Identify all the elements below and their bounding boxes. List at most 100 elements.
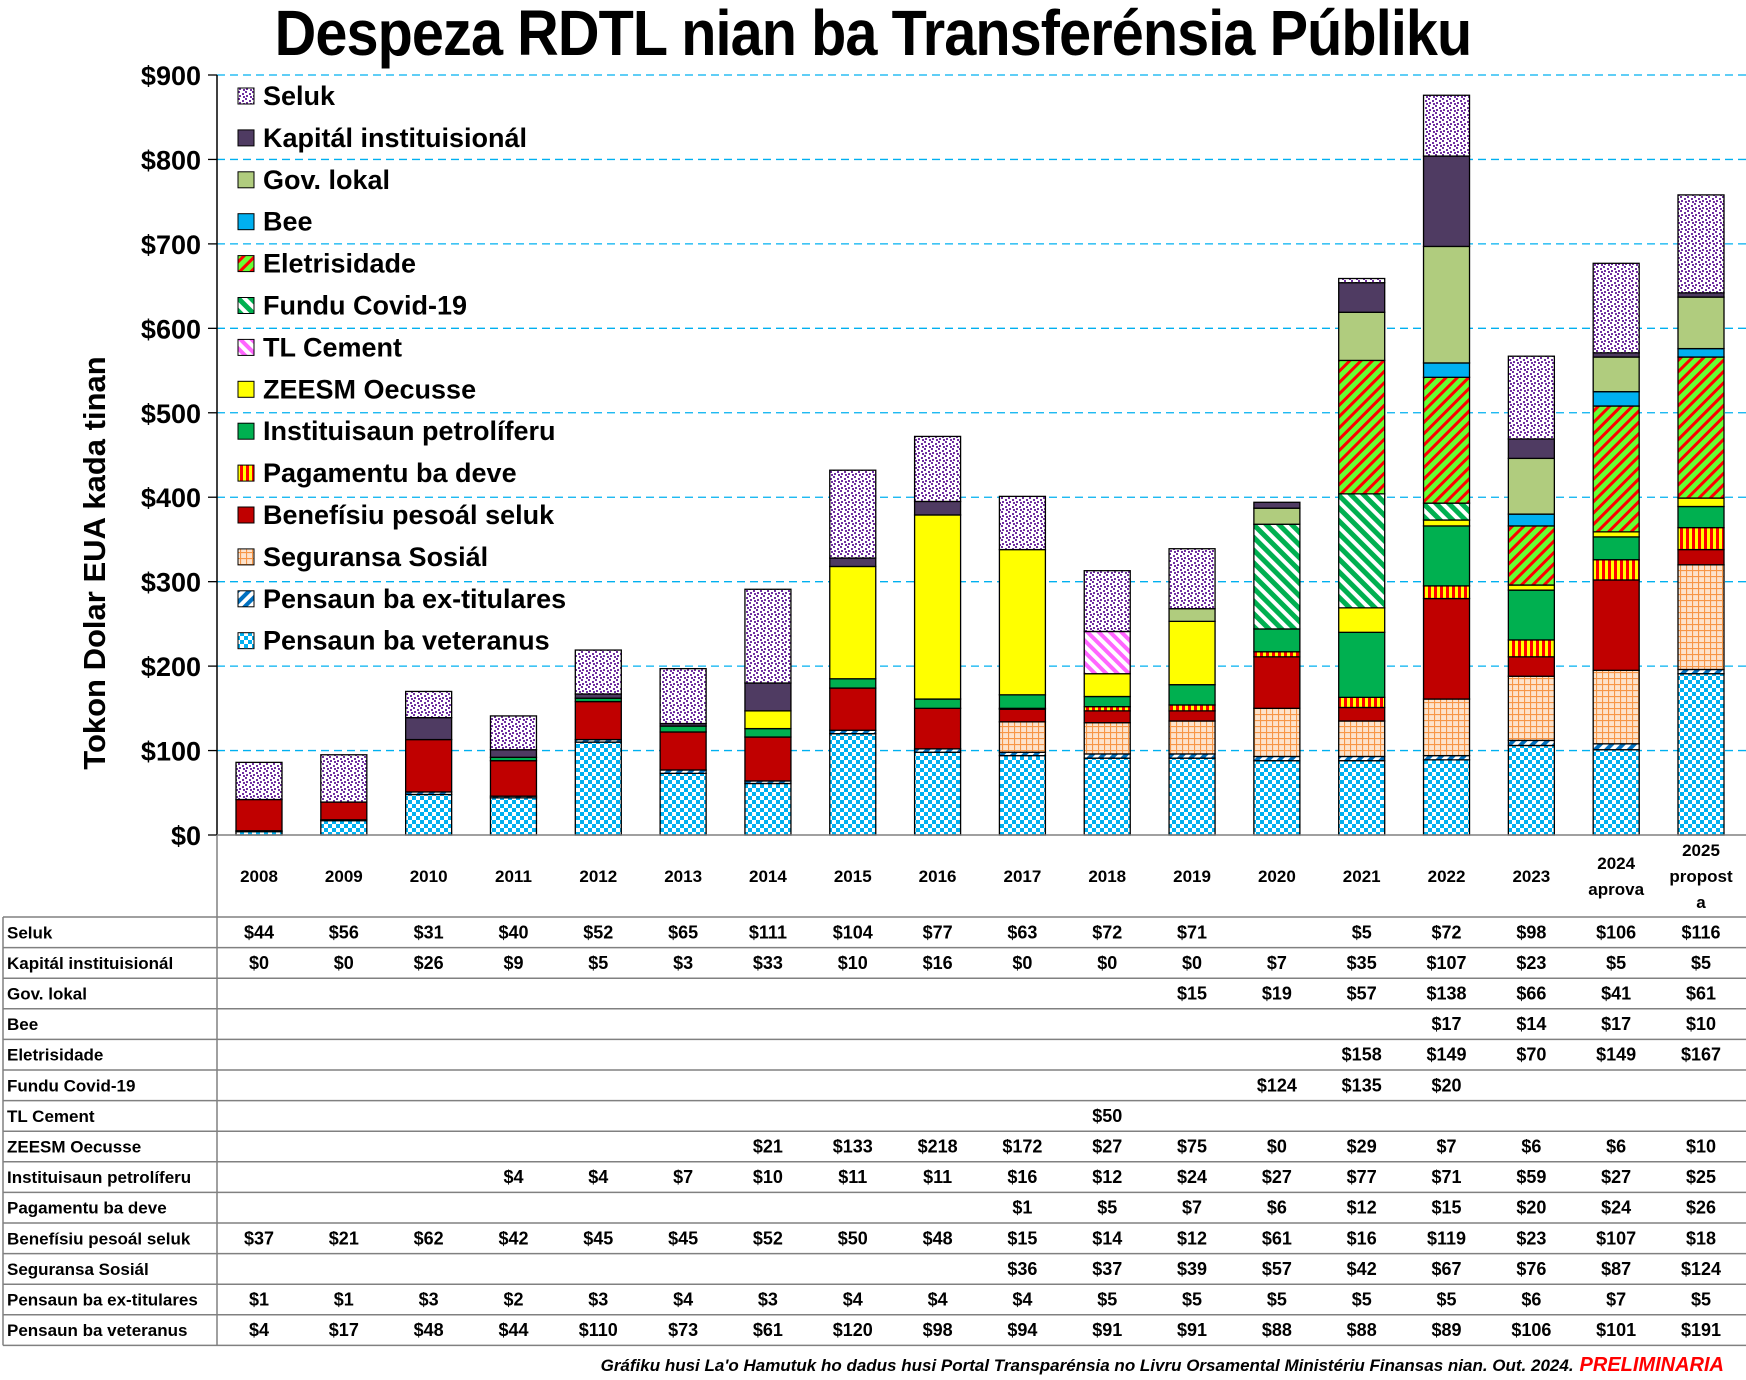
table-cell: $61 (1686, 984, 1716, 1004)
y-tick-label: $600 (141, 314, 201, 344)
table-cell: $14 (1092, 1228, 1122, 1248)
bar-segment (489, 797, 538, 836)
table-cell: $7 (1182, 1198, 1202, 1218)
legend-swatch (237, 422, 255, 440)
table-row-label: Gov. lokal (7, 985, 87, 1004)
table-cell: $61 (1262, 1228, 1292, 1248)
bar-segment (998, 754, 1047, 836)
bar-segment (744, 710, 792, 730)
bar-segment (1592, 749, 1640, 836)
bar-segment (913, 514, 962, 700)
bar-stack (1168, 548, 1216, 836)
table-cell: $41 (1601, 984, 1631, 1004)
bar-stack (913, 435, 962, 836)
bar-segment (998, 708, 1047, 723)
table-cell: $26 (414, 953, 444, 973)
table-cell: $23 (1516, 1228, 1546, 1248)
bar-segment (829, 687, 877, 731)
bar-stack (1592, 262, 1640, 836)
bar-segment (1338, 696, 1386, 709)
table-cell: $27 (1601, 1167, 1631, 1187)
table-cell: $42 (498, 1228, 528, 1248)
table-cell: $5 (1097, 1290, 1117, 1310)
bar-segment (1592, 262, 1640, 354)
axes: $0 $100 $200 $300 $400 $500 $600 $700 $800 $900 (141, 61, 218, 851)
table-cell: $42 (1347, 1259, 1377, 1279)
bar-segment (489, 749, 538, 758)
table-cell: $17 (1432, 1014, 1462, 1034)
legend-item: Fundu Covid-19 (237, 291, 467, 321)
table-cell: $45 (583, 1228, 613, 1248)
table-cell: $0 (1097, 953, 1117, 973)
table-cell: $5 (1182, 1290, 1202, 1310)
table-cell: $37 (244, 1228, 274, 1248)
bar-segment (1592, 536, 1640, 561)
bar-segment (1338, 282, 1386, 313)
bar-stack (744, 588, 792, 836)
table-row-label: Pagamentu ba deve (7, 1199, 167, 1218)
gridlines (217, 74, 1746, 752)
table-cell: $0 (1267, 1137, 1287, 1157)
table-row-label: Seguransa Sosiál (7, 1260, 149, 1279)
bar-segment (1253, 651, 1301, 658)
table-cell: $4 (1012, 1290, 1032, 1310)
table-cell: $116 (1681, 922, 1720, 942)
table-cell: $76 (1516, 1259, 1546, 1279)
bar-segment (1083, 722, 1131, 755)
legend-item: ZEESM Oecusse (237, 374, 476, 404)
table-cell: $20 (1516, 1198, 1546, 1218)
bar-stack (1677, 194, 1725, 836)
table-cell: $48 (923, 1228, 953, 1248)
y-tick-label: $900 (141, 61, 201, 91)
table-cell: $101 (1596, 1320, 1636, 1340)
legend-item: Pensaun ba ex-titulares (237, 584, 566, 614)
x-tick-label: 2020 (1258, 867, 1296, 886)
bar-segment (489, 715, 538, 751)
table-cell: $25 (1686, 1167, 1716, 1187)
table-cell: $21 (753, 1137, 783, 1157)
table-cell: $94 (1007, 1320, 1037, 1340)
legend-item: Gov. lokal (237, 165, 390, 195)
bar-segment (574, 649, 622, 695)
bar-segment (1592, 559, 1640, 581)
bar-segment (1592, 405, 1640, 533)
bar-segment (1253, 523, 1301, 630)
table-cell: $5 (1437, 1290, 1457, 1310)
table-cell: $50 (1092, 1106, 1122, 1126)
bar-stack (235, 761, 283, 836)
bar-segment (235, 761, 283, 801)
legend-label: Eletrisidade (263, 249, 416, 279)
bar-segment (1168, 704, 1216, 712)
legend-swatch (237, 506, 255, 524)
x-tick-label: propost (1669, 867, 1733, 886)
table-cell: $110 (579, 1320, 618, 1340)
table-cell: $36 (1007, 1259, 1037, 1279)
table-cell: $135 (1342, 1075, 1382, 1095)
bar-segment (404, 690, 453, 719)
table-cell: $37 (1092, 1259, 1122, 1279)
table-cell: $56 (329, 922, 359, 942)
table-cell: $4 (249, 1320, 269, 1340)
bar-segment (998, 495, 1047, 551)
table-cell: $172 (1002, 1137, 1042, 1157)
bars (235, 94, 1725, 836)
table-cell: $4 (928, 1290, 948, 1310)
preliminary-badge: PRELIMINARIA (1579, 1354, 1724, 1376)
x-tick-label: 2009 (325, 867, 363, 886)
bar-segment (1338, 607, 1386, 633)
table-cell: $45 (668, 1228, 698, 1248)
table-cell: $72 (1092, 922, 1122, 942)
table-cell: $7 (1606, 1290, 1626, 1310)
table-row-label: Pensaun ba ex-titulares (7, 1291, 198, 1310)
bar-segment (1507, 744, 1556, 836)
table-cell: $88 (1347, 1320, 1377, 1340)
x-tick-label: 2008 (240, 867, 278, 886)
table-cell: $7 (1437, 1137, 1457, 1157)
table-cell: $10 (753, 1167, 783, 1187)
legend-item: Seguransa Sosiál (237, 542, 488, 572)
bar-segment (574, 700, 622, 741)
table-cell: $87 (1601, 1259, 1631, 1279)
table-cell: $7 (673, 1167, 693, 1187)
table-cell: $91 (1177, 1320, 1207, 1340)
bar-segment (1338, 277, 1386, 284)
